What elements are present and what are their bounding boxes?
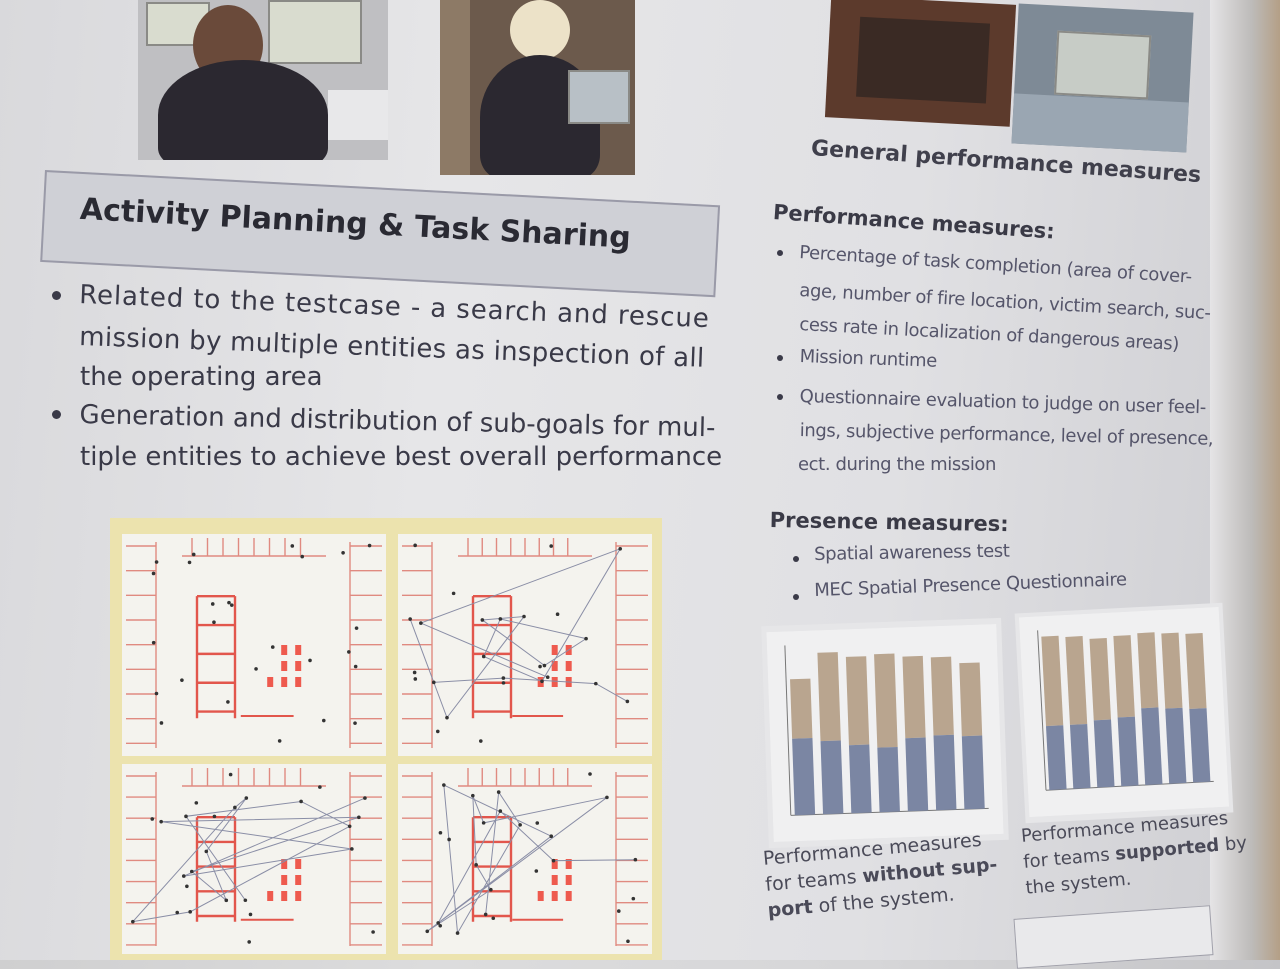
map-panel (398, 534, 652, 756)
bullet-dot (793, 556, 799, 562)
bullet-dot (777, 394, 783, 400)
map-panel (122, 534, 386, 756)
bullet-dot (52, 291, 61, 300)
chart-bar-lower (1141, 707, 1163, 785)
map-panel (122, 764, 386, 954)
chart-bar-upper (1089, 638, 1112, 721)
presence-measures-heading: Presence measures: (769, 508, 1009, 537)
chart-bar-upper (930, 656, 954, 736)
chart-bar-lower (933, 734, 957, 811)
y-axis (1037, 630, 1047, 791)
presence-item-1: Spatial awareness test (814, 540, 1010, 565)
chart-right-svg (1018, 606, 1230, 818)
chart-bar-lower (792, 738, 816, 816)
bullet-dot (793, 594, 799, 600)
map-grid-svg (122, 534, 652, 954)
chart-bar-upper (874, 653, 898, 748)
caption-left-line-3a: port (766, 895, 814, 922)
photo-operator-desk (138, 0, 388, 160)
chart-bar-upper (817, 652, 841, 742)
chart-bar-lower (1069, 723, 1091, 789)
chart-bar-upper (959, 662, 983, 737)
bullet-dot (777, 250, 783, 256)
chart-bar-lower (1117, 716, 1139, 787)
photo-device-2 (1011, 3, 1194, 153)
chart-bar-lower (1189, 708, 1211, 783)
chart-bar-lower (1093, 719, 1115, 788)
bullet-1-line-3: the operating area (80, 362, 323, 392)
chart-bar-upper (1113, 635, 1135, 718)
chart-bar-upper (845, 656, 870, 746)
chart-bar-upper (902, 655, 926, 739)
chart-bar-lower (961, 735, 985, 810)
bullet-dot (777, 355, 783, 361)
chart-bar-lower (877, 746, 900, 813)
caption-right-line-2c: by (1218, 832, 1248, 856)
chart-bar-upper (790, 678, 813, 739)
chart-bar-lower (820, 740, 844, 815)
photo-operator-helmet (440, 0, 635, 175)
y-axis (784, 645, 792, 816)
chart-bar-upper (1137, 632, 1159, 709)
performance-item-3-line-3: ect. during the mission (798, 454, 997, 475)
bullet-dot (52, 410, 61, 419)
chart-bar-upper (1041, 635, 1064, 727)
chart-bar-lower (905, 737, 929, 812)
chart-bar-lower (848, 744, 872, 814)
chart-bar-upper (1185, 632, 1207, 709)
chart-bar-lower (1165, 707, 1187, 784)
chart-bar-upper (1065, 636, 1088, 725)
chart-left-svg (766, 624, 1004, 842)
chart-bar-lower (1045, 725, 1067, 791)
bullet-2-line-2: tiple entities to achieve best overall p… (80, 442, 723, 472)
photo-device-1 (824, 0, 1017, 127)
map-panel (398, 764, 652, 954)
caption-left-line-2c: sup- (943, 853, 999, 881)
chart-bar-upper (1161, 632, 1183, 709)
